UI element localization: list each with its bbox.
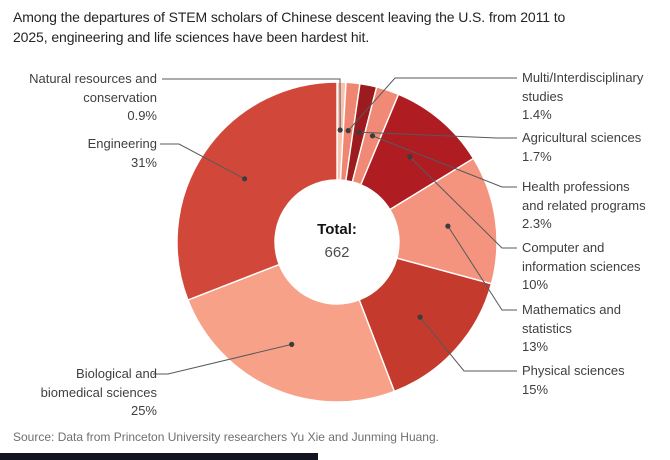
leader-line-health-professions-and-related-programs — [372, 135, 517, 188]
slice-percent-value: 15% — [522, 381, 549, 397]
slice-percent-value: 13% — [522, 339, 549, 354]
slice-label-text: biomedical sciences — [40, 384, 157, 400]
slice-label-engineering: Engineering 31% — [0, 135, 157, 172]
slice-label-text: Health professions — [522, 179, 630, 194]
leader-dot-physical-sciences — [417, 314, 423, 320]
slice-label-agricultural-sciences: Agricultural sciences 1.7% — [522, 129, 668, 166]
slice-percent-value: 1.7% — [522, 148, 552, 164]
leader-dot-engineering — [242, 176, 248, 182]
slice-label-computer-and-information-sciences: Computer and information sciences 10% — [522, 239, 668, 295]
leader-line-computer-and-information-sciences — [409, 156, 517, 249]
slice-label-text: Agricultural sciences — [522, 130, 642, 145]
leader-dot-computer-and-information-sciences — [407, 154, 413, 160]
chart-title: Among the departures of STEM scholars of… — [13, 9, 566, 45]
slice-label-multi-interdisciplinary-studies: Multi/Interdisciplinary studies 1.4% — [522, 69, 668, 125]
donut-slice-mathematics-and-statistics[interactable] — [389, 157, 498, 285]
slice-label-text: and related programs — [522, 197, 646, 213]
slice-percent-value: 1.4% — [522, 107, 552, 122]
leader-dot-agricultural-sciences — [356, 129, 362, 135]
slice-label-text: Engineering — [87, 136, 157, 151]
donut-center-label: Total: 662 — [317, 219, 357, 265]
leader-line-mathematics-and-statistics — [447, 225, 517, 311]
slice-label-text: information sciences — [522, 258, 641, 274]
slice-label-health-professions-and-related-programs: Health professions and related programs 2.… — [522, 178, 668, 234]
leader-dot-biological-and-biomedical-sciences — [289, 341, 295, 347]
slice-label-biological-and-biomedical-sciences: Biological and biomedical sciences 25% — [0, 365, 157, 421]
leader-dot-multi-interdisciplinary-studies — [345, 128, 351, 134]
slice-label-text: Computer and — [522, 240, 605, 255]
slice-label-physical-sciences: Physical sciences 15% — [522, 362, 668, 399]
leader-line-multi-interdisciplinary-studies — [347, 77, 517, 131]
slice-label-text: Mathematics and — [522, 302, 621, 317]
leader-line-engineering — [160, 143, 245, 180]
slice-label-text: Multi/Interdisciplinary — [522, 70, 644, 85]
source-note: Source: Data from Princeton University r… — [13, 430, 439, 444]
slice-label-mathematics-and-statistics: Mathematics and statistics 13% — [522, 301, 668, 357]
slice-percent-value: 25% — [130, 403, 157, 418]
slice-percent-value: 31% — [130, 154, 157, 170]
slice-label-text: conservation — [83, 89, 157, 105]
slice-label-text: Natural resources and — [29, 71, 157, 86]
slice-label-natural-resources-and-conservation: Natural resources and conservation 0.9% — [0, 70, 157, 126]
slice-label-text: statistics — [522, 320, 572, 336]
leader-dot-mathematics-and-statistics — [445, 223, 451, 229]
slice-label-text: Biological and — [76, 366, 157, 381]
donut-slice-physical-sciences[interactable] — [358, 257, 493, 393]
leader-line-natural-resources-and-conservation — [162, 78, 341, 131]
leader-line-biological-and-biomedical-sciences — [153, 343, 292, 375]
bottom-partial-bar — [0, 453, 318, 460]
total-label: Total: — [317, 221, 357, 238]
leader-dot-natural-resources-and-conservation — [337, 127, 343, 133]
slice-percent-value: 0.9% — [127, 108, 157, 123]
slice-label-text: studies — [522, 88, 564, 104]
slice-percent-value: 10% — [522, 277, 549, 292]
leader-line-physical-sciences — [419, 316, 517, 372]
slice-label-text: Physical sciences — [522, 363, 625, 378]
total-value: 662 — [324, 244, 350, 261]
leader-dot-health-professions-and-related-programs — [369, 133, 376, 139]
slice-percent-value: 2.3% — [522, 216, 552, 231]
donut-slice-biological-and-biomedical-sciences[interactable] — [187, 263, 396, 403]
donut-slice-engineering[interactable] — [176, 81, 338, 301]
leader-line-agricultural-sciences — [358, 131, 517, 139]
